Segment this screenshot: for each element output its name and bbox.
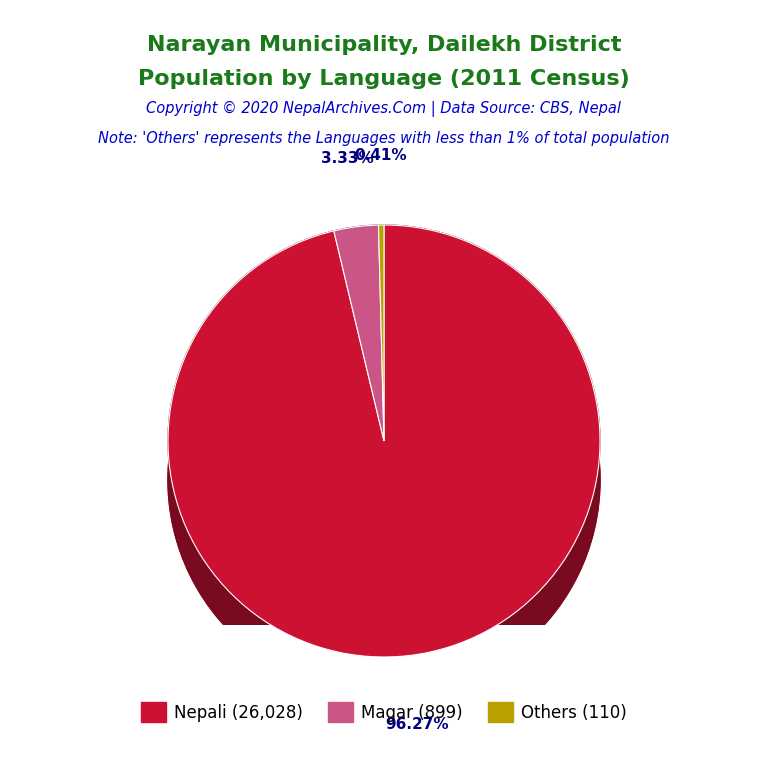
Legend: Nepali (26,028), Magar (899), Others (110): Nepali (26,028), Magar (899), Others (11… <box>134 695 634 729</box>
Text: 3.33%: 3.33% <box>321 151 373 166</box>
Wedge shape <box>379 225 384 441</box>
Text: Copyright © 2020 NepalArchives.Com | Data Source: CBS, Nepal: Copyright © 2020 NepalArchives.Com | Dat… <box>147 101 621 118</box>
Polygon shape <box>334 225 379 270</box>
Polygon shape <box>379 225 384 264</box>
Text: Population by Language (2011 Census): Population by Language (2011 Census) <box>138 69 630 89</box>
Text: 0.41%: 0.41% <box>354 148 407 164</box>
Text: 96.27%: 96.27% <box>386 717 449 732</box>
Text: Narayan Municipality, Dailekh District: Narayan Municipality, Dailekh District <box>147 35 621 55</box>
Text: Note: 'Others' represents the Languages with less than 1% of total population: Note: 'Others' represents the Languages … <box>98 131 670 146</box>
Ellipse shape <box>168 264 600 696</box>
Wedge shape <box>334 225 384 441</box>
Polygon shape <box>168 225 600 696</box>
Wedge shape <box>168 225 600 657</box>
